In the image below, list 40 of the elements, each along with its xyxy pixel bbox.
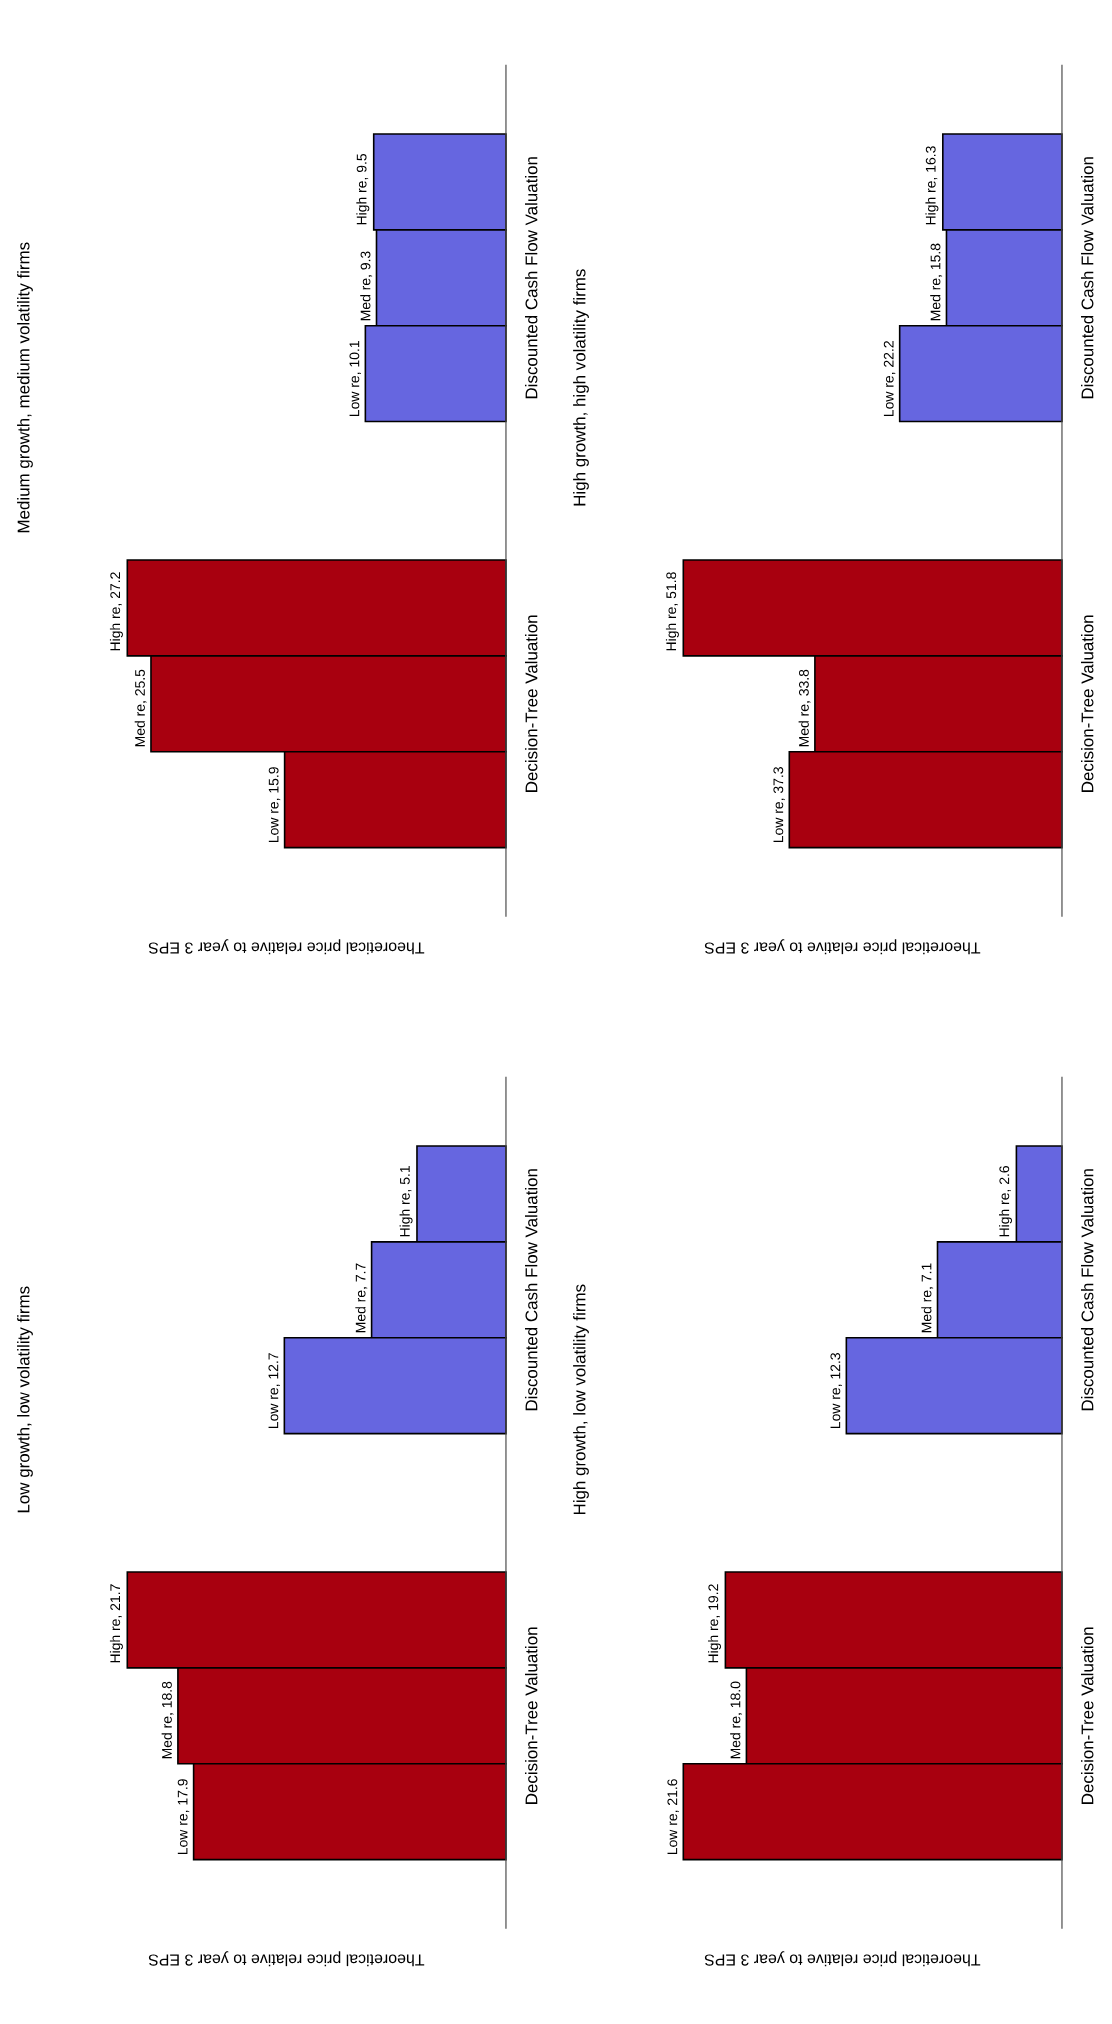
data-label: High re, 51.8 xyxy=(665,572,679,651)
y-tick-label: Discounted Cash Flow Valuation xyxy=(1081,157,1094,399)
data-label: Med re, 7.1 xyxy=(921,1263,934,1333)
data-label: High re, 9.5 xyxy=(356,153,370,225)
data-label: Med re, 9.3 xyxy=(360,251,373,321)
data-label: Med re, 15.8 xyxy=(930,243,943,321)
data-label: Med re, 18.0 xyxy=(730,1681,743,1759)
x-axis-title: Theoretical price relative to year 3 EPS xyxy=(148,1951,425,1967)
y-tick-label: Decision-Tree Valuation xyxy=(1081,1627,1094,1804)
data-label: Low re, 15.9 xyxy=(268,767,281,843)
data-label: Med re, 18.8 xyxy=(161,1681,174,1759)
data-label: Low re, 21.6 xyxy=(667,1779,679,1855)
x-axis-title: Theoretical price relative to year 3 EPS xyxy=(148,939,425,955)
data-label: High re, 16.3 xyxy=(925,146,939,225)
data-label: Low re, 17.9 xyxy=(177,1779,190,1855)
data-label: High re, 21.7 xyxy=(109,1584,123,1663)
data-label: Low re, 22.2 xyxy=(883,341,896,417)
data-label: Med re, 7.7 xyxy=(355,1263,368,1333)
data-label: Low re, 37.3 xyxy=(773,767,785,843)
y-tick-label: Decision-Tree Valuation xyxy=(524,1627,538,1804)
y-tick-label: Decision-Tree Valuation xyxy=(524,615,538,792)
data-label: High re, 5.1 xyxy=(399,1166,413,1237)
data-label: Low re, 12.3 xyxy=(830,1353,842,1429)
x-axis-title: Theoretical price relative to year 3 EPS xyxy=(704,939,981,955)
y-tick-label: Decision-Tree Valuation xyxy=(1081,615,1094,792)
data-label: Low re, 10.1 xyxy=(349,341,361,417)
y-tick-label: Discounted Cash Flow Valuation xyxy=(524,1169,538,1411)
data-label: Med re, 33.8 xyxy=(798,669,811,747)
data-label: Low re, 12.7 xyxy=(268,1353,280,1429)
text: Low growth, low volatility firms xyxy=(17,1286,33,1513)
data-label: High re, 19.2 xyxy=(707,1584,721,1663)
y-tick-label: Discounted Cash Flow Valuation xyxy=(1081,1169,1094,1411)
text: Medium growth, medium volatility firms xyxy=(17,242,33,533)
data-label: Med re, 25.5 xyxy=(134,669,147,747)
data-label: High re, 27.2 xyxy=(109,572,123,651)
text: High growth, high volatility firms xyxy=(573,269,589,506)
text: High growth, low volatility firms xyxy=(573,1284,589,1515)
data-label: High re, 2.6 xyxy=(999,1166,1012,1237)
y-tick-label: Discounted Cash Flow Valuation xyxy=(524,157,538,399)
x-axis-title: Theoretical price relative to year 3 EPS xyxy=(704,1951,981,1967)
